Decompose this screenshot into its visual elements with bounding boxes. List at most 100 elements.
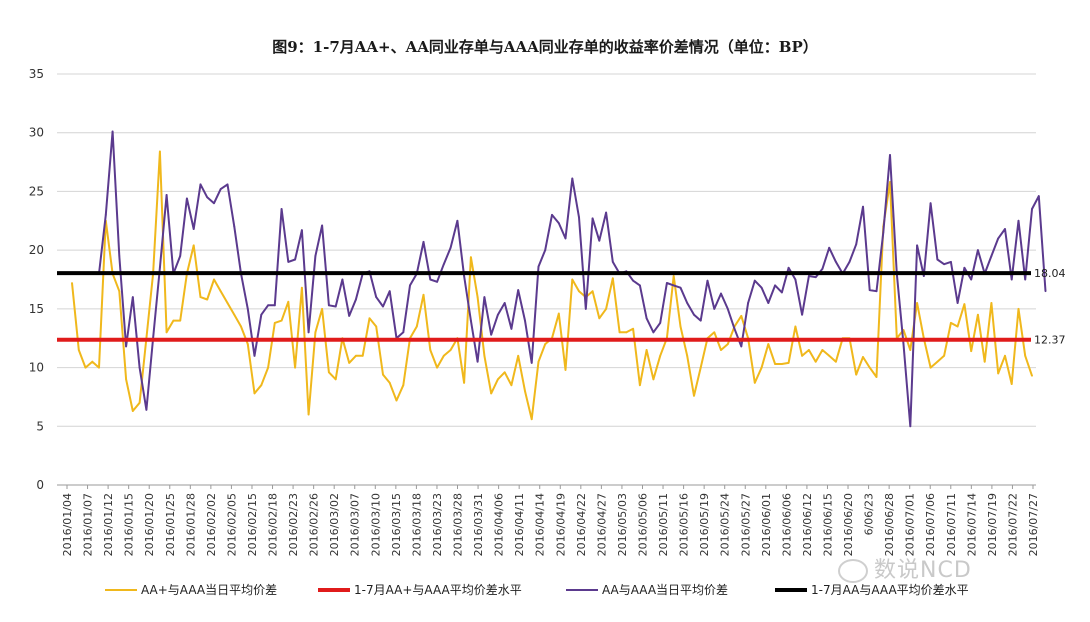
x-tick-label: 2016/06/01	[760, 493, 773, 556]
data-point-2	[355, 298, 357, 301]
data-point-0	[138, 401, 141, 404]
data-point-0	[260, 384, 263, 387]
data-point-0	[814, 360, 817, 363]
data-point-0	[821, 349, 824, 351]
data-point-0	[780, 363, 783, 365]
data-point-2	[584, 307, 587, 310]
x-tick-label: 2016/01/28	[184, 493, 197, 556]
data-point-0	[1017, 307, 1020, 310]
data-point-2	[970, 278, 973, 281]
data-point-2	[273, 304, 276, 307]
data-point-2	[510, 327, 513, 330]
data-point-0	[131, 410, 134, 412]
data-point-2	[551, 214, 553, 216]
data-point-2	[699, 319, 702, 322]
data-point-2	[659, 322, 662, 324]
data-point-2	[118, 255, 121, 257]
data-point-2	[145, 408, 148, 411]
data-point-2	[253, 354, 256, 357]
data-point-2	[943, 263, 946, 266]
data-point-0	[179, 319, 182, 322]
legend-item-aa-plus-average: 1-7月AA+与AAA平均价差水平	[318, 581, 522, 598]
data-point-0	[273, 322, 276, 324]
data-point-0	[686, 354, 689, 357]
data-point-2	[848, 260, 851, 263]
x-tick-label: 2016/06/20	[842, 493, 855, 556]
data-point-0	[943, 354, 946, 357]
data-point-2	[348, 315, 351, 317]
data-point-2	[578, 216, 580, 219]
data-point-2	[490, 333, 493, 336]
data-point-2	[949, 260, 952, 263]
data-point-0	[983, 360, 986, 363]
data-point-0	[605, 307, 607, 310]
x-tick-label: 2016/04/19	[554, 493, 567, 556]
data-point-0	[1024, 354, 1027, 357]
data-point-2	[611, 260, 614, 263]
reference-label-1: 12.37	[1034, 334, 1066, 347]
x-tick-label: 2016/06/12	[801, 493, 814, 556]
data-point-2	[774, 284, 776, 287]
data-point-0	[868, 366, 871, 369]
data-point-2	[909, 425, 912, 428]
data-point-2	[300, 229, 303, 232]
data-point-2	[544, 249, 547, 252]
data-point-2	[294, 258, 296, 261]
data-point-0	[909, 349, 912, 351]
data-point-0	[787, 361, 790, 364]
data-point-0	[91, 360, 94, 363]
data-point-0	[497, 378, 499, 381]
data-point-0	[855, 373, 858, 376]
data-point-2	[192, 228, 195, 230]
x-tick-label: 2016/06/28	[883, 493, 896, 556]
data-point-2	[571, 177, 574, 180]
data-point-2	[767, 302, 770, 304]
data-point-0	[368, 317, 371, 320]
data-point-0	[598, 317, 601, 320]
data-point-0	[659, 354, 662, 357]
data-point-2	[179, 255, 182, 257]
x-tick-label: 2016/06/06	[780, 493, 793, 556]
data-point-0	[977, 313, 979, 316]
data-point-0	[517, 354, 520, 357]
data-point-2	[409, 284, 411, 287]
data-point-2	[808, 275, 810, 277]
data-point-0	[510, 384, 513, 387]
data-point-2	[733, 327, 736, 330]
data-point-0	[375, 325, 378, 328]
data-point-0	[720, 349, 722, 351]
x-tick-label: 2016/01/07	[82, 493, 95, 556]
data-point-0	[544, 343, 547, 345]
data-point-2	[652, 331, 655, 334]
data-point-2	[598, 239, 601, 242]
data-point-0	[490, 392, 493, 395]
x-tick-label: 2016/05/19	[698, 493, 711, 556]
data-point-0	[213, 278, 215, 281]
data-point-0	[808, 349, 810, 351]
legend-swatch-aa-daily	[566, 588, 598, 591]
legend-label-aa-plus-daily: AA+与AAA当日平均价差	[141, 583, 278, 597]
x-tick-label: 2016/01/20	[143, 493, 156, 556]
x-tick-label: 2016/02/26	[308, 493, 321, 556]
data-point-2	[679, 286, 682, 289]
data-point-2	[138, 366, 141, 369]
data-point-2	[104, 214, 107, 216]
data-point-0	[875, 376, 878, 378]
data-point-2	[1044, 290, 1047, 293]
data-point-0	[84, 366, 87, 369]
data-point-2	[794, 278, 797, 281]
data-point-2	[1004, 228, 1006, 230]
data-point-0	[990, 302, 993, 304]
data-point-2	[388, 290, 391, 293]
data-point-2	[422, 241, 425, 243]
data-point-0	[226, 302, 229, 304]
wechat-icon	[838, 559, 868, 583]
data-point-2	[1031, 208, 1033, 210]
legend-label-aa-plus-average: 1-7月AA+与AAA平均价差水平	[354, 583, 522, 597]
data-point-0	[334, 378, 337, 381]
x-tick-label: 2016/02/23	[287, 493, 300, 556]
x-tick-label: 2016/03/02	[328, 493, 341, 556]
data-point-2	[280, 208, 283, 210]
data-point-0	[280, 319, 283, 322]
data-point-0	[1031, 374, 1033, 377]
